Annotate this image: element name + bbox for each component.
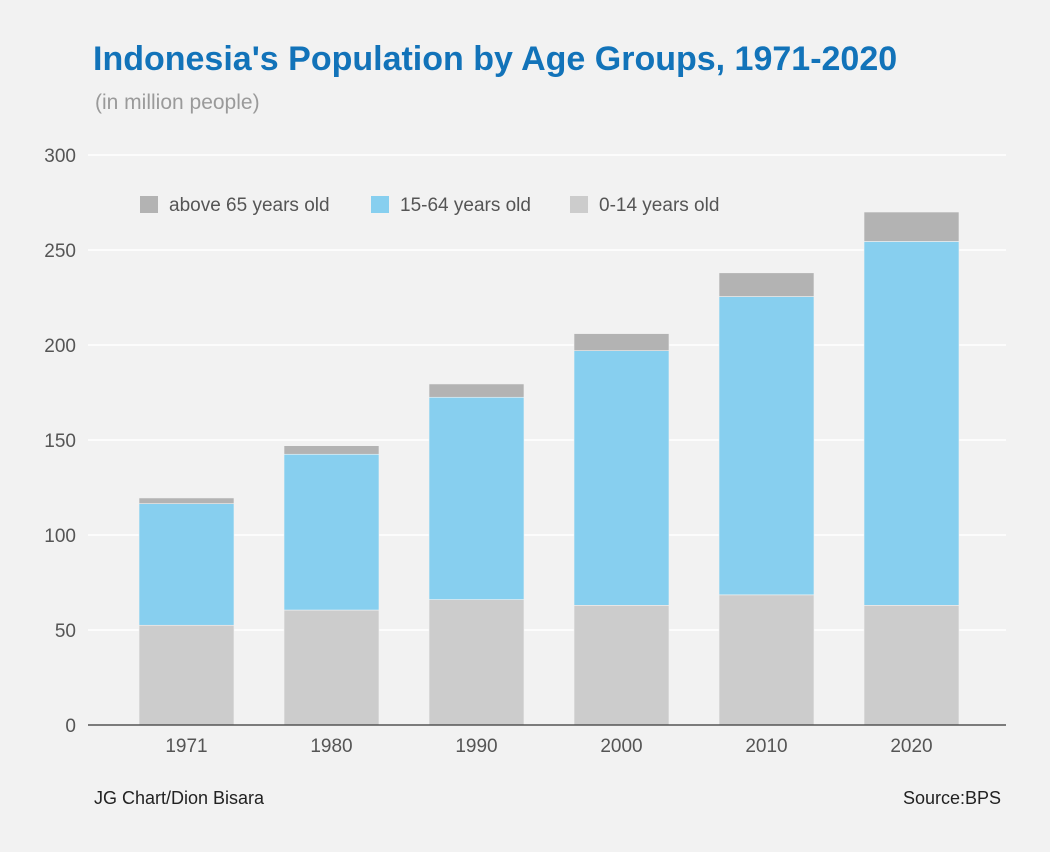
legend-swatch: [570, 196, 588, 213]
chart-title: Indonesia's Population by Age Groups, 19…: [93, 40, 898, 78]
bar-segment-2000-s0: [573, 604, 670, 726]
legend-swatch: [140, 196, 158, 213]
y-tick-label: 200: [44, 336, 76, 357]
bar-segment-2010-s0: [718, 594, 815, 726]
bar-segment-1990-s0: [428, 599, 525, 726]
bar-segment-1971-s2: [138, 497, 235, 504]
bar-segment-1990-s1: [428, 396, 525, 600]
bar-segment-2000-s1: [573, 350, 670, 606]
bar-segment-1980-s0: [283, 609, 380, 726]
bar-segment-1980-s1: [283, 453, 380, 611]
bar-segment-1971-s0: [138, 624, 235, 726]
y-tick-label: 50: [55, 621, 76, 642]
x-tick-label: 1980: [310, 736, 352, 757]
bars: [138, 211, 960, 726]
bar-segment-2020-s2: [863, 211, 960, 242]
bar-segment-2010-s1: [718, 296, 815, 596]
x-tick-label: 1971: [165, 736, 207, 757]
x-tick-label: 2020: [890, 736, 932, 757]
grid-lines: [88, 154, 1006, 631]
bar-segment-2010-s2: [718, 272, 815, 297]
chart-credit: JG Chart/Dion Bisara: [94, 788, 265, 808]
y-tick-label: 100: [44, 526, 76, 547]
bar-segment-2000-s2: [573, 333, 670, 352]
legend-label: 0-14 years old: [599, 195, 719, 216]
x-tick-label: 1990: [455, 736, 497, 757]
bar-segment-2020-s0: [863, 604, 960, 726]
bar-segment-1971-s1: [138, 503, 235, 626]
y-tick-label: 300: [44, 146, 76, 167]
legend-label: above 65 years old: [169, 195, 330, 216]
bar-segment-1990-s2: [428, 383, 525, 398]
y-tick-label: 150: [44, 431, 76, 452]
legend-label: 15-64 years old: [400, 195, 531, 216]
y-tick-label: 250: [44, 241, 76, 262]
y-axis-ticks: 0 50 100 150 200 250 300: [44, 146, 76, 737]
y-tick-label: 0: [65, 716, 76, 737]
legend: above 65 years old 15-64 years old 0-14 ye…: [140, 195, 719, 216]
bar-segment-2020-s1: [863, 241, 960, 606]
chart-subtitle: (in million people): [95, 91, 260, 114]
x-tick-label: 2010: [745, 736, 787, 757]
chart-source: Source:BPS: [902, 788, 1001, 808]
x-tick-label: 2000: [600, 736, 642, 757]
bar-segment-1980-s2: [283, 445, 380, 455]
legend-swatch: [371, 196, 389, 213]
x-axis-ticks: 1971 1980 1990 2000 2010 2020: [165, 736, 932, 757]
